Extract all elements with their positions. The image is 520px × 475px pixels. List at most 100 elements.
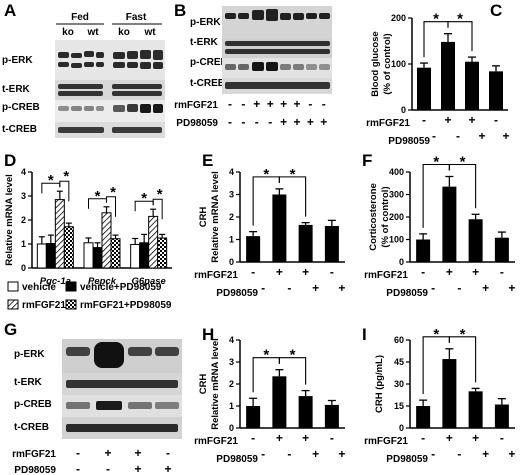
- blot-row-label: t-ERK: [190, 37, 219, 48]
- blot-bands: [66, 342, 179, 368]
- treatment-label: rmFGF21: [12, 449, 56, 460]
- treatment-label: rmFGF21: [364, 270, 408, 281]
- chart-h-crh-mrna: H 0 1 2 3 4 CRH Relative mRNA level * * rmFGF21 PD…: [194, 325, 345, 465]
- chart-c-blood-glucose: C 0 100 200 Blood glucose (% of control) * * rm…: [366, 1, 509, 145]
- y-axis-label: Relative mRNA level: [210, 338, 221, 430]
- bar: [465, 61, 479, 110]
- treatment-label: PD98059: [386, 454, 428, 465]
- significance-bracket: [448, 163, 477, 209]
- treatment-label: rmFGF21: [366, 118, 410, 129]
- significance-star: *: [263, 166, 269, 183]
- y-tick-label: 0: [229, 423, 234, 433]
- treatment-symbol: +: [312, 447, 319, 461]
- genotype-label: ko: [62, 27, 74, 38]
- y-tick-label: 30: [394, 379, 404, 389]
- bar: [54, 199, 65, 269]
- panel-g-label: G: [4, 320, 17, 339]
- y-axis-label: Corticosterone: [368, 183, 379, 251]
- panel-b-western-blot: B p-ERK t-ERK p-CREB t-CREB rmFGF21 PD98…: [174, 1, 332, 129]
- treatment-symbol: -: [432, 129, 436, 143]
- treatment-symbol: -: [255, 115, 259, 129]
- treatment-label: PD98059: [176, 118, 218, 129]
- bar: [92, 247, 103, 269]
- treatment-symbol: -: [330, 431, 334, 445]
- treatment-symbol: -: [287, 281, 291, 295]
- legend-label: vehicle: [22, 282, 56, 293]
- genotype-label: ko: [118, 27, 130, 38]
- y-tick-label: 0: [401, 105, 406, 115]
- significance-star: *: [460, 154, 466, 171]
- category-label: Pepck: [88, 276, 117, 287]
- treatment-symbol: +: [276, 431, 283, 445]
- blot-bands: [58, 84, 162, 96]
- bar: [83, 242, 94, 269]
- legend-label: rmFGF21+PD98059: [80, 300, 172, 311]
- bar: [272, 376, 287, 428]
- bar: [468, 219, 483, 262]
- bar: [416, 239, 431, 262]
- bar: [298, 224, 313, 262]
- treatment-label: PD98059: [386, 288, 428, 299]
- blot-row-label: p-ERK: [190, 17, 221, 28]
- treatment-symbol: -: [251, 265, 255, 279]
- genotype-label: wt: [86, 27, 99, 38]
- treatment-symbol: -: [322, 97, 326, 111]
- y-tick-label: 300: [389, 190, 404, 200]
- treatment-symbol: +: [253, 97, 260, 111]
- y-tick-label: 3: [229, 190, 234, 200]
- blot-bands: [66, 401, 179, 410]
- treatment-symbol: +: [338, 281, 345, 295]
- bar: [417, 67, 431, 110]
- y-tick-label: 0: [399, 257, 404, 267]
- treatment-symbol: -: [456, 129, 460, 143]
- treatment-symbol: -: [457, 447, 461, 461]
- blot-strip: [55, 122, 165, 138]
- y-axis-label: CRH: [198, 207, 209, 228]
- treatment-symbol: -: [421, 265, 425, 279]
- bar: [441, 41, 455, 110]
- bar: [36, 243, 47, 269]
- category-label: G6pase: [132, 276, 167, 287]
- y-tick-label: 3: [21, 191, 26, 201]
- significance-star: *: [290, 347, 296, 364]
- treatment-symbol: +: [280, 97, 287, 111]
- y-tick-label: 3: [229, 357, 234, 367]
- treatment-symbol: +: [312, 281, 319, 295]
- treatment-label: PD98059: [388, 136, 430, 145]
- significance-star: *: [48, 172, 54, 189]
- treatment-symbol: +: [134, 446, 141, 460]
- panel-i-label: I: [362, 325, 367, 344]
- treatment-symbol: +: [293, 115, 300, 129]
- treatment-symbol: -: [431, 281, 435, 295]
- treatment-symbol: +: [164, 462, 171, 475]
- significance-star: *: [263, 347, 269, 364]
- bar: [416, 406, 431, 428]
- significance-bracket: [447, 21, 473, 52]
- treatment-symbol: +: [280, 115, 287, 129]
- blot-row-label: t-ERK: [14, 377, 43, 388]
- treatment-symbol: +: [482, 281, 489, 295]
- bar: [489, 71, 503, 110]
- legend-label: vehicle+PD98059: [80, 282, 162, 293]
- treatment-symbol: +: [307, 115, 314, 129]
- y-axis-label: (% of control): [380, 186, 391, 247]
- bar: [442, 186, 457, 262]
- panel-a-western-blot: A Fed Fast ko wt ko wt p-ERK t-ERK p-CRE…: [2, 1, 165, 138]
- treatment-symbol: +: [502, 129, 509, 143]
- blot-bands: [66, 424, 178, 432]
- y-axis-label: CRH (pg/mL): [374, 355, 385, 413]
- legend-swatch: [7, 299, 19, 310]
- legend-swatch: [7, 281, 19, 292]
- blot-bands: [66, 380, 178, 388]
- blot-bands: [225, 82, 330, 89]
- bar: [494, 404, 509, 428]
- significance-star: *: [157, 186, 163, 203]
- bar: [272, 194, 287, 262]
- treatment-label: PD98059: [216, 288, 258, 299]
- panel-e-label: E: [202, 151, 213, 170]
- treatment-symbol: -: [500, 265, 504, 279]
- category-label: Pgc-1a: [40, 276, 71, 287]
- treatment-label: rmFGF21: [174, 100, 218, 111]
- bar: [298, 396, 313, 428]
- treatment-symbol: +: [276, 265, 283, 279]
